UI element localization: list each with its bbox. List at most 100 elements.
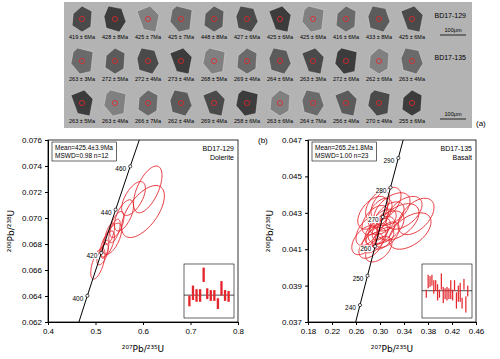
chart: 0.40.50.60.70.80.0620.0640.0660.0680.070… — [6, 123, 245, 354]
grain-age: 425 ± 6Ma — [300, 34, 327, 40]
tick-label: 0.8 — [233, 327, 245, 336]
tick-mark — [332, 322, 333, 325]
age-label-group: 400 — [72, 295, 84, 302]
grain-age: 416 ± 6Ma — [333, 34, 360, 40]
analysis-spot — [145, 100, 150, 105]
axis: 0.0620.0640.0660.0680.0700.0720.0740.076 — [22, 136, 49, 327]
zircon-grain — [302, 6, 324, 32]
tick: 0.043 — [282, 209, 308, 218]
concordia-age-point — [366, 274, 369, 277]
tick: 0.46 — [469, 322, 485, 336]
x-axis-title: ²⁰⁷Pb/²³⁵U — [371, 344, 413, 354]
analysis-spot — [145, 58, 150, 63]
grain-age: 272 ± 6Ma — [333, 76, 360, 82]
tick-label: 0.42 — [445, 327, 461, 336]
age-label-group: 240 — [345, 304, 357, 311]
zircon-grain — [104, 90, 126, 116]
stats-box: Mean=425.4±3.9MaMSWD=0.98 n=12 — [52, 142, 116, 161]
zircon-grain — [105, 48, 125, 74]
age-error-bar — [452, 290, 453, 301]
grain-age: 425 ± 7Ma — [168, 34, 195, 40]
zircon-grain — [137, 6, 159, 32]
concordia-curve — [353, 140, 407, 322]
analysis-spot — [112, 58, 117, 63]
zircon-grain — [236, 90, 258, 116]
zircon-grain — [71, 48, 93, 74]
concordia-labels: 400420440460 — [72, 165, 127, 301]
age-label: 260 — [360, 245, 371, 252]
analysis-spot — [343, 58, 348, 63]
error-ellipse — [375, 222, 399, 247]
analysis-spot — [79, 16, 84, 21]
panel-label: (a) — [476, 119, 486, 128]
tick-label: 0.043 — [282, 209, 303, 218]
tick-label: 0.068 — [22, 240, 43, 249]
tick-mark — [380, 322, 381, 325]
age-label: 270 — [368, 216, 379, 223]
zircon-grain — [170, 48, 192, 74]
tick-mark — [305, 140, 308, 141]
error-ellipse — [389, 213, 431, 249]
zircon-grain — [237, 48, 257, 74]
plot-marks — [352, 140, 434, 322]
inset — [184, 264, 234, 318]
age-error-bar — [213, 290, 215, 301]
tick-mark — [305, 322, 308, 323]
zircon-grain — [170, 90, 192, 116]
concordia-age-point — [389, 186, 392, 189]
inset-marks — [422, 273, 472, 312]
age-label-background — [360, 245, 372, 252]
age-error-bar — [433, 280, 434, 294]
age-error-bar — [437, 284, 438, 300]
age-error-bar — [439, 290, 440, 298]
grain-age: 256 ± 4Ma — [333, 118, 360, 124]
tick-mark — [305, 249, 308, 250]
tick: 0.037 — [282, 318, 308, 327]
age-label-background — [345, 304, 357, 311]
age-error-bar — [199, 289, 201, 302]
tick: 0.4 — [43, 322, 55, 336]
tick: 0.068 — [22, 240, 48, 249]
stats-box-frame — [312, 142, 376, 161]
axis: 0.40.50.60.70.8 — [43, 322, 245, 336]
age-error-bar — [467, 286, 468, 297]
grain-age: 263 ± 3Ma — [300, 76, 327, 82]
tick-label: 0.047 — [282, 136, 303, 145]
zircon-grain — [336, 6, 356, 32]
age-label-background — [72, 295, 84, 302]
tick-label: 0.34 — [397, 327, 413, 336]
grain-age: 263 ± 6Ma — [267, 118, 294, 124]
chart-title: BD17-129 — [202, 145, 234, 152]
zircon-grain — [368, 6, 390, 32]
age-label: 440 — [101, 209, 112, 216]
tick-mark — [45, 218, 48, 219]
tick-mark — [191, 322, 192, 325]
tick-mark — [404, 322, 405, 325]
tick-label: 0.074 — [22, 162, 43, 171]
age-error-bar — [465, 296, 466, 312]
age-error-bar — [227, 291, 229, 302]
age-label-group: 280 — [375, 187, 387, 194]
age-error-bar — [450, 280, 451, 299]
tick: 0.6 — [138, 322, 150, 336]
tick-label: 0.6 — [138, 327, 150, 336]
chart-title: BD17-135 — [440, 145, 472, 152]
zircon-grain — [401, 6, 423, 32]
zircon-grain — [368, 90, 390, 116]
age-error-bar — [446, 287, 447, 301]
tick-mark — [428, 322, 429, 325]
analysis-spot — [178, 58, 183, 63]
age-label-group: 260 — [360, 245, 372, 252]
axis-line — [309, 323, 477, 326]
analysis-spot — [244, 58, 249, 63]
tick-label: 0.039 — [282, 282, 303, 291]
age-label-group: 270 — [367, 216, 379, 223]
analysis-spot — [112, 100, 117, 105]
stats-box-frame — [52, 142, 116, 161]
tick: 0.047 — [282, 136, 308, 145]
concordia-age-point — [358, 303, 361, 306]
tick: 0.066 — [22, 266, 48, 275]
analysis-spot — [244, 100, 249, 105]
panel-label: (b) — [258, 136, 268, 145]
tick: 0.18 — [301, 322, 317, 336]
